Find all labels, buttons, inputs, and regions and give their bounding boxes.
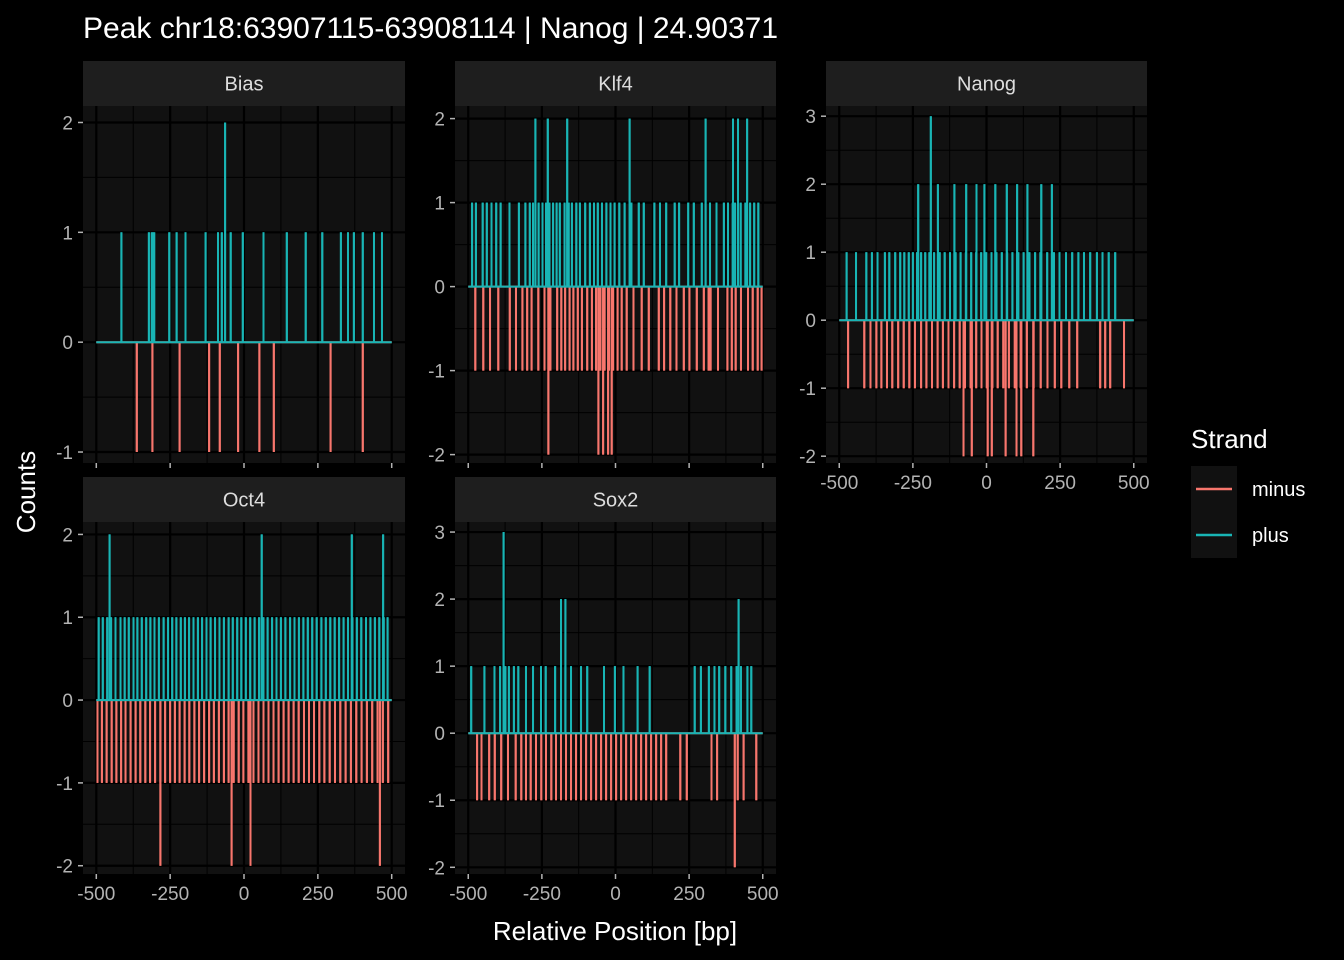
y-tick-label: -2: [428, 858, 445, 879]
x-tick-label: -250: [151, 884, 189, 905]
facet-panel-klf4: Klf4 -2 -1 0 1 2: [428, 61, 776, 468]
x-tick-label: 500: [747, 884, 779, 905]
series-plus: [839, 116, 1134, 322]
y-tick-label: -1: [428, 362, 445, 383]
y-tick-label: 1: [62, 608, 73, 629]
x-tick-label: 0: [981, 473, 992, 494]
y-tick-label: 2: [434, 590, 445, 611]
x-axis-title: Relative Position [bp]: [493, 916, 737, 946]
x-tick-label: 500: [376, 884, 408, 905]
legend-key-background: [1191, 466, 1237, 558]
x-tick-label: 250: [302, 884, 334, 905]
facet-panel-bias: Bias -1 0 1 2: [56, 61, 405, 468]
y-tick-label: 1: [805, 243, 816, 264]
y-tick-label: 2: [62, 113, 73, 134]
series-minus: [468, 285, 763, 455]
y-tick-label: 0: [805, 311, 816, 332]
x-tick-label: 0: [610, 884, 621, 905]
facet-strip: [455, 477, 776, 522]
facet-strip: [83, 61, 405, 106]
series-line-plus: [96, 122, 392, 344]
series-minus: [96, 699, 392, 866]
series-plus: [96, 534, 392, 702]
y-tick-label: 1: [62, 223, 73, 244]
y-tick-label: 3: [805, 107, 816, 128]
chart-title: Peak chr18:63907115-63908114 | Nanog | 2…: [83, 12, 778, 45]
series-plus: [468, 532, 763, 735]
y-tick-label: 0: [434, 724, 445, 745]
y-tick-label: 3: [434, 523, 445, 544]
facet-strip-label: Nanog: [957, 74, 1016, 96]
series-plus: [96, 122, 392, 344]
y-tick-label: 0: [434, 278, 445, 299]
y-tick-label: -1: [56, 774, 73, 795]
y-axis-title: Counts: [11, 451, 41, 533]
x-tick-label: 250: [1044, 473, 1076, 494]
y-tick-label: -1: [799, 379, 816, 400]
facet-strip: [83, 477, 405, 522]
x-tick-label: -500: [449, 884, 487, 905]
facet-panel-sox2: Sox2 -2 -1 0 1 2 3 -500 -250 0 250 500: [428, 477, 779, 905]
y-tick-label: 2: [805, 175, 816, 196]
y-tick-label: 0: [62, 691, 73, 712]
series-minus: [839, 319, 1134, 457]
x-tick-label: 0: [239, 884, 250, 905]
facet-strip: [826, 61, 1147, 106]
y-tick-label: 1: [434, 194, 445, 215]
x-tick-label: 500: [1118, 473, 1150, 494]
facet-strip-label: Bias: [225, 74, 264, 96]
series-minus: [468, 732, 763, 868]
facet-strip-label: Oct4: [223, 490, 265, 512]
y-tick-label: -1: [56, 443, 73, 464]
y-tick-label: -2: [799, 447, 816, 468]
facet-strip: [455, 61, 776, 106]
x-tick-label: -250: [894, 473, 932, 494]
facet-strip-label: Klf4: [598, 74, 632, 96]
legend-title: Strand: [1191, 424, 1268, 454]
y-tick-label: -2: [56, 857, 73, 878]
y-tick-label: -1: [428, 791, 445, 812]
x-tick-label: -500: [820, 473, 858, 494]
y-tick-label: 0: [62, 333, 73, 354]
legend-label-minus: minus: [1252, 479, 1305, 501]
y-tick-label: 2: [62, 525, 73, 546]
facet-panel-nanog: Nanog -2 -1 0 1 2 3 -500 -250 0 250 500: [799, 61, 1150, 494]
facet-strip-label: Sox2: [593, 490, 639, 512]
x-tick-label: 250: [673, 884, 705, 905]
legend-label-plus: plus: [1252, 525, 1289, 547]
x-tick-label: -250: [523, 884, 561, 905]
y-tick-label: 1: [434, 657, 445, 678]
y-tick-label: 2: [434, 110, 445, 131]
legend: Strand minus plus: [1191, 424, 1305, 558]
facet-panel-oct4: Oct4 -2 -1 0 1 2 -500 -250 0 250 500: [56, 477, 408, 905]
x-tick-label: -500: [77, 884, 115, 905]
y-tick-label: -2: [428, 446, 445, 467]
series-plus: [468, 118, 763, 288]
